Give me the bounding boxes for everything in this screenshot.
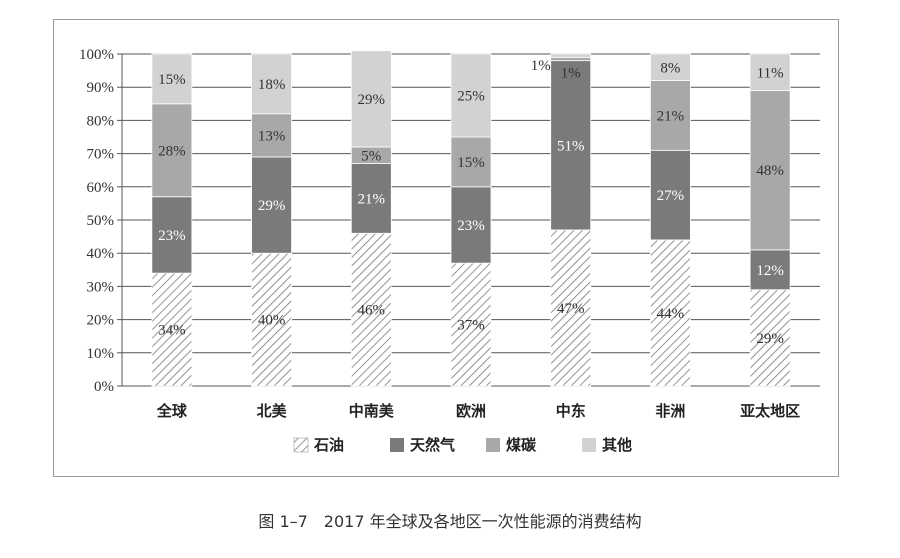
bar-segment (450, 53, 492, 138)
x-category-label: 中南美 (349, 402, 395, 420)
y-tick-label: 70% (87, 147, 115, 163)
bar-segment (650, 53, 691, 81)
legend-swatch (390, 438, 404, 452)
y-tick-label: 60% (87, 180, 115, 196)
bar-segment (749, 249, 791, 291)
data-label: 23% (158, 228, 186, 244)
bar-segment (151, 196, 193, 274)
bar-segment (450, 262, 492, 387)
legend-label: 煤碳 (506, 436, 537, 454)
bar-segment (450, 186, 492, 264)
bar-segment (650, 80, 691, 151)
data-label: 21% (657, 108, 685, 124)
data-label: 29% (258, 198, 286, 214)
data-label: 12% (756, 263, 784, 279)
y-tick-label: 0% (94, 379, 114, 395)
data-label: 18% (258, 77, 286, 93)
x-category-label: 亚太地区 (740, 402, 800, 420)
chart-svg: 34% 23% 28% 15% 40% 29% 13% 18% 46% 21% 5% 29% 37% 23… (79, 47, 820, 454)
data-label: 29% (756, 331, 784, 347)
bar-segment (749, 90, 791, 251)
chart-frame: 34% 23% 28% 15% 40% 29% 13% 18% 46% 21% 5% 29% 37% 23… (53, 19, 839, 477)
legend-swatch (486, 438, 500, 452)
legend-label: 石油 (313, 436, 344, 454)
data-label: 44% (657, 306, 685, 322)
bar-segment (151, 272, 193, 387)
data-label: 1% (531, 58, 551, 74)
data-label: 48% (756, 163, 784, 179)
data-label: 15% (457, 155, 485, 171)
figure-caption: 图 1–7 2017 年全球及各地区一次性能源的消费结构 (258, 512, 642, 531)
y-tick-label: 10% (87, 346, 115, 362)
data-label: 40% (258, 313, 286, 329)
data-label: 46% (358, 303, 386, 319)
bar-segment (151, 103, 193, 198)
y-tick-label: 30% (87, 279, 115, 295)
data-label: 23% (457, 218, 485, 234)
bar-segment (350, 232, 392, 387)
data-label: 27% (657, 188, 685, 204)
x-category-label: 中东 (556, 402, 586, 420)
bar-segment (151, 53, 193, 105)
y-tick-label: 80% (87, 113, 115, 129)
data-label: 21% (358, 191, 386, 207)
data-label: 37% (457, 318, 485, 334)
bar-segment (350, 50, 392, 148)
data-label: 28% (158, 143, 186, 159)
data-label: 1% (561, 65, 581, 81)
x-category-label: 非洲 (655, 402, 685, 420)
data-label: 51% (557, 138, 585, 154)
bar-segment (550, 229, 592, 387)
bar-segment (450, 136, 492, 188)
y-tick-label: 90% (87, 80, 115, 96)
y-tick-label: 50% (87, 213, 115, 229)
bar-segment (650, 149, 691, 241)
data-label: 13% (258, 128, 286, 144)
data-label: 11% (757, 65, 784, 81)
data-label: 34% (158, 323, 186, 339)
bar-segment (650, 239, 691, 387)
y-tick-label: 20% (87, 313, 115, 329)
data-label: 47% (557, 301, 585, 317)
bar-segment (550, 56, 592, 62)
data-label: 15% (158, 72, 186, 88)
data-label: 5% (361, 148, 381, 164)
data-label: 8% (660, 60, 680, 76)
bar-segment (550, 53, 592, 58)
bar-segment (350, 163, 392, 234)
legend-swatch (582, 438, 596, 452)
data-label: 25% (457, 89, 485, 105)
y-tick-label: 40% (87, 246, 115, 262)
x-category-label: 全球 (156, 402, 188, 420)
bar-segment (550, 60, 592, 231)
legend-swatch (293, 437, 309, 453)
x-category-label: 欧洲 (456, 402, 486, 420)
x-category-label: 北美 (257, 402, 288, 420)
data-label: 29% (358, 92, 386, 108)
bar-segment (251, 252, 292, 387)
legend-label: 其他 (602, 436, 632, 454)
bar-segment (749, 53, 791, 91)
legend-label: 天然气 (410, 436, 455, 454)
y-tick-label: 100% (79, 47, 114, 63)
bar-segment (251, 53, 292, 115)
